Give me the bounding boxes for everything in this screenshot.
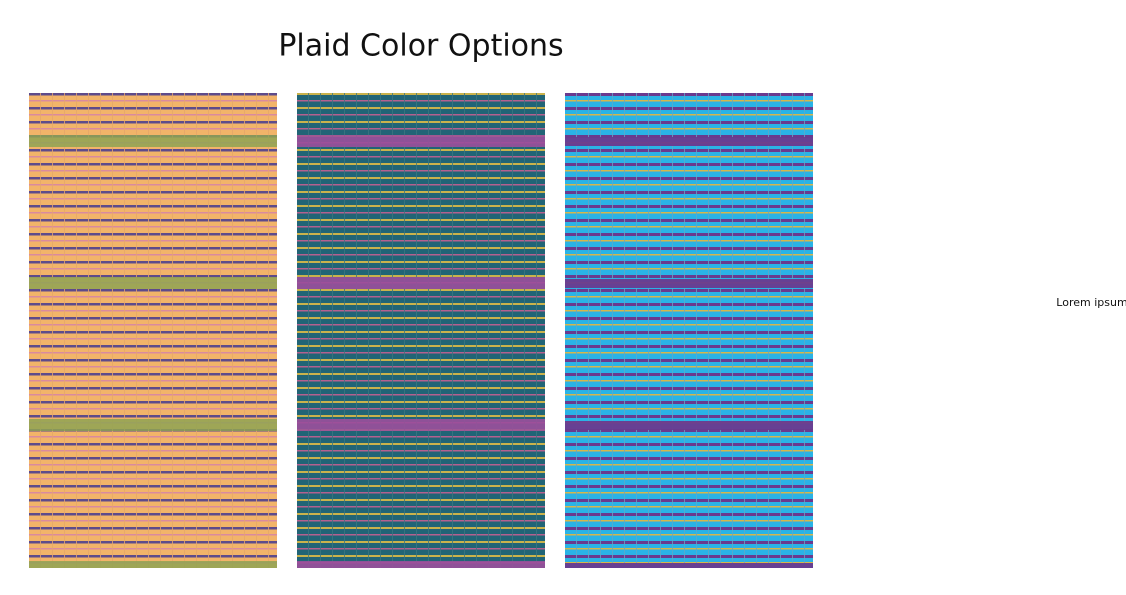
- plaid-band: [297, 93, 545, 568]
- plaid-band: [29, 93, 277, 568]
- plaid-swatch-teal: [297, 93, 545, 568]
- plaid-swatch-orange: [29, 93, 277, 568]
- plaid-swatch-cyan: [565, 93, 813, 568]
- note-text: Lorem ipsum: [1056, 296, 1126, 309]
- plaid-band: [565, 93, 813, 568]
- page-title: Plaid Color Options: [278, 29, 563, 64]
